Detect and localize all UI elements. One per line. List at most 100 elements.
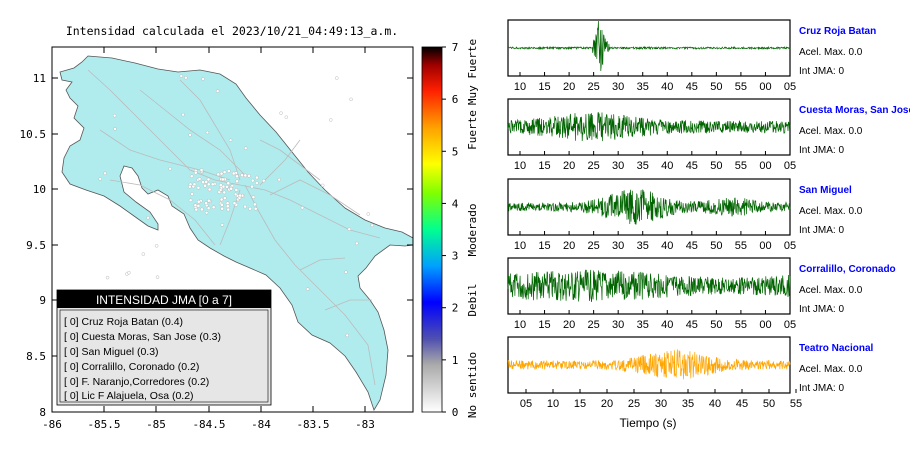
map-x-tick-label: -84 <box>251 418 271 431</box>
colorbar-tick-label: 1 <box>452 354 459 367</box>
waveform-panel: 10 15 20 25 30 35 40 45 50 55 00 05 San Miguel Acel. … <box>507 178 863 252</box>
station-dot <box>194 170 198 175</box>
station-dot <box>204 211 209 215</box>
station-dot <box>205 130 210 135</box>
map-title: Intensidad calculada el 2023/10/21_04:49… <box>66 24 398 38</box>
waveform-tick-label: 25 <box>588 81 600 93</box>
station-dot <box>255 175 259 180</box>
station-dot <box>196 199 201 204</box>
waveform-tick-label: 20 <box>563 160 575 172</box>
colorbar-label: Fuerte <box>466 110 479 150</box>
station-dot <box>221 184 226 189</box>
map-x-tick-label: -83 <box>355 418 375 431</box>
station-dot <box>349 97 353 102</box>
station-dot <box>196 185 201 190</box>
station-dot <box>220 203 224 207</box>
station-dot <box>235 179 239 184</box>
waveform-tick-label: 45 <box>686 319 698 331</box>
waveform-tick-label: 30 <box>612 81 624 93</box>
station-name: Teatro Nacional <box>799 343 873 354</box>
waveform-tick-label: 05 <box>520 398 532 410</box>
waveform-tick-label: 15 <box>574 398 586 410</box>
waveform-trace <box>507 269 791 303</box>
station-dot <box>200 207 204 212</box>
station-dot <box>277 177 281 182</box>
station-dot <box>248 206 252 211</box>
legend-item: [ 0] San Miguel (0.3) <box>64 346 159 358</box>
colorbar-tick-label: 6 <box>452 93 459 106</box>
station-dot <box>154 244 159 248</box>
int-jma-label: Int JMA: 0 <box>799 66 844 77</box>
waveform-tick-label: 35 <box>637 240 649 252</box>
station-dot <box>243 146 248 150</box>
station-dot <box>105 275 110 280</box>
waveform-tick-label: 50 <box>710 81 722 93</box>
waveform-tick-label: 10 <box>514 319 526 331</box>
waveform-tick-label: 35 <box>682 398 694 410</box>
waveform-panel: 05 10 15 20 25 30 35 40 45 50 55 Teatro Nacional Ace… <box>507 336 873 410</box>
legend-header: INTENSIDAD JMA [0 a 7] <box>96 293 232 307</box>
waveform-tick-label: 10 <box>514 81 526 93</box>
station-dot <box>201 77 205 81</box>
station-dot <box>215 89 220 93</box>
acel-max-label: Acel. Max. 0.0 <box>799 126 863 137</box>
waveform-tick-label: 30 <box>612 240 624 252</box>
colorbar-tick-label: 3 <box>452 250 459 263</box>
colorbar-tick-label: 5 <box>452 145 459 158</box>
station-dot <box>262 179 266 183</box>
station-dot <box>222 190 227 195</box>
station-dot <box>228 138 233 142</box>
map-x-tick-label: -83.5 <box>296 418 329 431</box>
station-dot <box>225 201 230 206</box>
station-dot <box>103 171 107 176</box>
station-dot <box>234 188 239 192</box>
station-dot <box>247 174 251 178</box>
station-dot <box>220 223 225 227</box>
colorbar-tick-label: 4 <box>452 197 459 210</box>
waveform-tick-label: 55 <box>735 160 747 172</box>
station-name: Cuesta Moras, San Jose <box>799 105 910 116</box>
station-dot <box>188 133 192 137</box>
waveform-tick-label: 10 <box>514 160 526 172</box>
waveform-tick-label: 10 <box>547 398 559 410</box>
station-dot <box>355 241 359 246</box>
station-name: Cruz Roja Batan <box>799 26 876 37</box>
map-x-tick-label: -84.5 <box>192 418 225 431</box>
waveform-tick-label: 55 <box>735 240 747 252</box>
waveform-tick-label: 35 <box>637 81 649 93</box>
waveform-tick-label: 35 <box>637 319 649 331</box>
waveform-tick-label: 40 <box>661 240 673 252</box>
waveform-tick-label: 20 <box>563 319 575 331</box>
colorbar-label: Debil <box>466 283 479 316</box>
waveform-tick-label: 20 <box>563 81 575 93</box>
station-dot <box>243 204 247 209</box>
station-dot <box>219 171 224 176</box>
waveform-tick-label: 05 <box>784 319 796 331</box>
station-dot <box>188 198 193 203</box>
waveform-tick-label: 30 <box>612 319 624 331</box>
station-dot <box>251 195 256 199</box>
station-dot <box>220 206 224 211</box>
waveform-tick-label: 15 <box>538 240 550 252</box>
station-dot <box>238 193 242 198</box>
station-dot <box>305 287 310 291</box>
waveform-tick-label: 05 <box>784 81 796 93</box>
station-dot <box>197 177 202 181</box>
waveform-panels: 10 15 20 25 30 35 40 45 50 55 00 05 Cruz Roja Batan A… <box>507 19 910 410</box>
station-dot <box>218 183 223 187</box>
waveform-tick-label: 55 <box>790 398 802 410</box>
waveform-xlabel: Tiempo (s) <box>620 416 677 430</box>
waveform-tick-label: 00 <box>759 240 771 252</box>
station-dot <box>168 167 172 171</box>
map-y-tick-label: 11 <box>33 72 46 85</box>
station-dot <box>329 118 333 122</box>
station-dot <box>155 275 160 279</box>
station-name: San Miguel <box>799 185 852 196</box>
station-dot <box>223 196 227 200</box>
station-dot <box>366 212 370 216</box>
waveform-tick-label: 55 <box>735 81 747 93</box>
waveform-tick-label: 55 <box>735 319 747 331</box>
waveform-tick-label: 45 <box>686 81 698 93</box>
station-dot <box>204 201 208 206</box>
acel-max-label: Acel. Max. 0.0 <box>799 364 863 375</box>
